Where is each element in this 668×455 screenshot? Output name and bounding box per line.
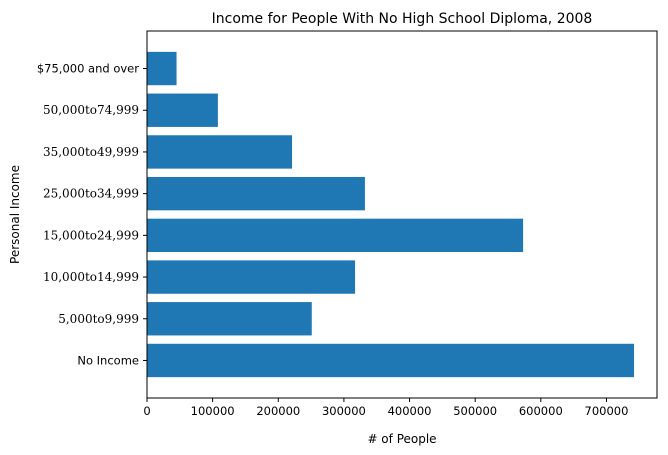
x-axis-label: # of People: [367, 432, 436, 446]
y-tick-label: No Income: [77, 353, 139, 367]
y-tick-label: 50,000to74,999: [43, 103, 139, 117]
bar: [147, 135, 293, 169]
y-tick-label: 25,000to34,999: [43, 187, 139, 201]
x-tick-label: 0: [143, 404, 150, 418]
bar: [147, 260, 356, 294]
y-tick-label: 35,000to49,999: [43, 145, 139, 159]
y-tick-label: $75,000 and over: [37, 62, 139, 76]
x-tick-label: 700000: [585, 404, 629, 418]
x-ticks: 0 100000 200000 300000 400000 500000 600000 700…: [143, 398, 628, 418]
bar: [147, 176, 365, 211]
x-tick-label: 200000: [256, 404, 300, 418]
bar: [147, 302, 312, 336]
y-tick-label: 10,000to14,999: [43, 270, 139, 284]
chart-title: Income for People With No High School Di…: [212, 11, 593, 27]
bar: [147, 93, 218, 127]
y-tick-labels: No Income 5,000to9,999 10,000to14,999 15,00…: [37, 62, 147, 367]
y-tick-label: 5,000to9,999: [58, 312, 139, 326]
x-tick-label: 300000: [322, 404, 366, 418]
y-tick-label: 15,000to24,999: [43, 228, 139, 242]
bar: [147, 51, 177, 86]
plot-frame: [146, 30, 658, 399]
y-axis-label: Personal Income: [8, 165, 22, 264]
x-tick-label: 100000: [191, 404, 235, 418]
bar: [147, 343, 635, 378]
bars-group: [147, 51, 635, 378]
x-tick-label: 400000: [388, 404, 432, 418]
bar: [147, 218, 524, 253]
x-tick-label: 500000: [453, 404, 497, 418]
x-tick-label: 600000: [519, 404, 563, 418]
